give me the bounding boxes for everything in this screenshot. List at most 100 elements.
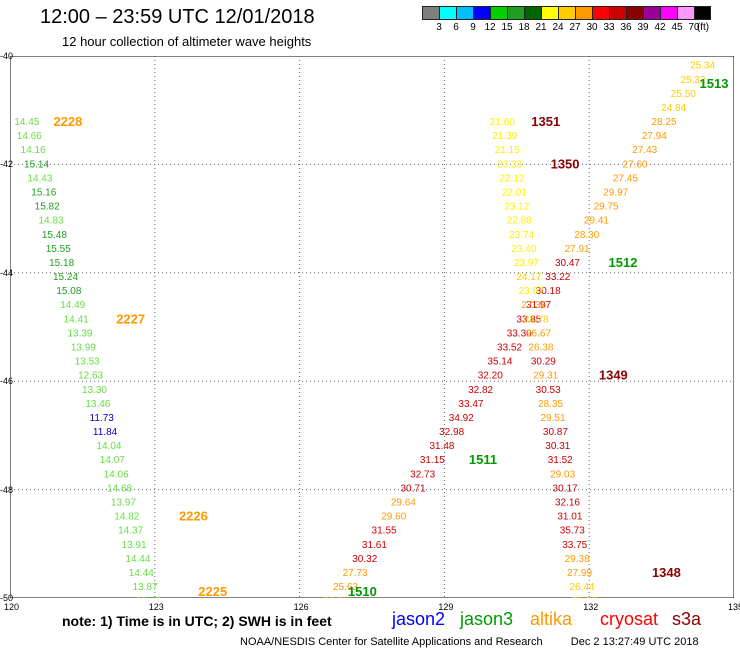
- wave-height-map: 14.45 14.66 14.16 15.14 14.43 15.16 15.82 14.83…: [10, 56, 734, 598]
- swh-value: 24.78: [524, 314, 549, 325]
- swh-value: 27.73: [343, 568, 368, 579]
- x-tick-label: 135: [728, 602, 740, 612]
- footer-agency: NOAA/NESDIS Center for Satellite Applica…: [240, 636, 543, 648]
- swh-value: 15.55: [46, 244, 71, 255]
- colorbar-label: 36: [620, 22, 632, 33]
- pass-id-label: 2226: [179, 509, 208, 524]
- track-points: 14.45 14.66 14.16 15.14 14.43 15.16 15.82 14.83…: [14, 56, 725, 598]
- swh-value: 27.45: [613, 173, 638, 184]
- swh-value: 29.03: [550, 469, 575, 480]
- swh-value: 33.52: [497, 343, 522, 354]
- swh-value: 35.73: [560, 526, 585, 537]
- legend-cryosat: cryosat: [600, 609, 659, 629]
- swh-value: 14.45: [14, 117, 39, 128]
- swh-value: 29.38: [565, 554, 590, 565]
- colorbar-swatch: [626, 6, 643, 20]
- swh-value: 23.97: [514, 258, 539, 269]
- y-tick-label: -44: [0, 267, 14, 278]
- swh-value: 13.39: [67, 328, 92, 339]
- page-title: 12:00 – 23:59 UTC 12/01/2018: [40, 6, 315, 28]
- swh-value: 22.88: [507, 216, 532, 227]
- swh-value: 15.24: [53, 272, 78, 283]
- swh-value: 32.82: [468, 385, 493, 396]
- colorbar-swatch: [524, 6, 541, 20]
- colorbar-swatch: [592, 6, 609, 20]
- swh-value: 33.47: [458, 399, 483, 410]
- y-tick-label: -40: [0, 51, 14, 61]
- swh-value: 23.87: [519, 286, 544, 297]
- swh-value: 14.04: [96, 441, 121, 452]
- x-tick-label: 120: [4, 602, 20, 612]
- colorbar-swatch: [677, 6, 694, 20]
- colorbar-label: 3: [436, 22, 442, 33]
- swh-value: 29.97: [603, 188, 628, 199]
- colorbar-label: 33: [603, 22, 615, 33]
- colorbar-label: 18: [518, 22, 530, 33]
- swh-value: 30.18: [536, 286, 561, 297]
- pass-id-label: 2227: [116, 311, 145, 326]
- swh-value: 25.63: [333, 582, 358, 593]
- swh-value: 14.41: [64, 314, 89, 325]
- swh-value: 23.33: [497, 159, 522, 170]
- swh-value: 14.06: [104, 469, 129, 480]
- swh-value: 15.14: [24, 159, 49, 170]
- legend-jason3: jason3: [460, 609, 514, 629]
- pass-id-label: 2228: [53, 114, 82, 129]
- swh-value: 26.38: [528, 343, 553, 354]
- swh-value: 26.67: [526, 328, 551, 339]
- swh-value: 23.74: [509, 230, 534, 241]
- swh-value: 13.87: [133, 582, 158, 593]
- pass-id-label: 1350: [551, 156, 580, 171]
- swh-value: 25.07: [572, 596, 597, 598]
- colorbar-swatch: [473, 6, 490, 20]
- colorbar-label: 6: [453, 22, 459, 33]
- x-tick-label: 132: [583, 602, 599, 612]
- page-subtitle: 12 hour collection of altimeter wave hei…: [62, 34, 312, 49]
- colorbar-label: 27: [569, 22, 581, 33]
- swh-value: 26.08: [323, 596, 348, 598]
- swh-value: 27.91: [565, 244, 590, 255]
- colorbar-label: 24: [552, 22, 564, 33]
- colorbar-label: 45: [671, 22, 683, 33]
- colorbar-label: 42: [654, 22, 666, 33]
- swh-value: 33.85: [516, 314, 541, 325]
- swh-value: 27.60: [623, 159, 648, 170]
- swh-value: 32.73: [410, 469, 435, 480]
- swh-value: 30.47: [555, 258, 580, 269]
- swh-value: 31.48: [429, 441, 454, 452]
- swh-value: 13.99: [71, 343, 96, 354]
- colorbar-label: 30: [586, 22, 598, 33]
- swh-value: 14.83: [39, 216, 64, 227]
- swh-value: 14.66: [17, 131, 42, 142]
- colorbar-label: (ft): [696, 22, 710, 33]
- swh-value: 25.34: [690, 61, 715, 72]
- swh-value: 13.97: [111, 498, 136, 509]
- y-tick-label: -46: [0, 376, 14, 387]
- colorbar-label: 12: [484, 22, 496, 33]
- swh-value: 30.87: [543, 427, 568, 438]
- map-grid: [10, 56, 734, 598]
- x-tick-label: 126: [293, 602, 309, 612]
- pass-id-label: 1513: [700, 76, 729, 91]
- swh-value: 14.37: [118, 526, 143, 537]
- swh-value: 23.12: [504, 202, 529, 213]
- swh-value: 30.29: [531, 357, 556, 368]
- swh-value: 28.25: [651, 117, 676, 128]
- swh-value: 27.94: [642, 131, 667, 142]
- pass-id-label: 1348: [652, 565, 681, 580]
- swh-value: 15.18: [49, 258, 74, 269]
- swh-value: 14.44: [129, 568, 154, 579]
- swh-value: 21.60: [490, 117, 515, 128]
- colorbar-swatch: [541, 6, 558, 20]
- y-tick-label: -50: [0, 593, 14, 603]
- colorbar-swatch: [439, 6, 456, 20]
- swh-value: 24.17: [516, 272, 541, 283]
- map-plot: 14.45 14.66 14.16 15.14 14.43 15.16 15.82 14.83…: [10, 56, 734, 598]
- map-frame: [10, 56, 734, 598]
- pass-id-label: 1351: [531, 114, 560, 129]
- swh-value: 13.91: [122, 540, 147, 551]
- swh-value: 21.39: [492, 131, 517, 142]
- swh-value: 34.92: [449, 413, 474, 424]
- swh-value: 14.82: [114, 512, 139, 523]
- pass-id-label: 2225: [198, 584, 227, 598]
